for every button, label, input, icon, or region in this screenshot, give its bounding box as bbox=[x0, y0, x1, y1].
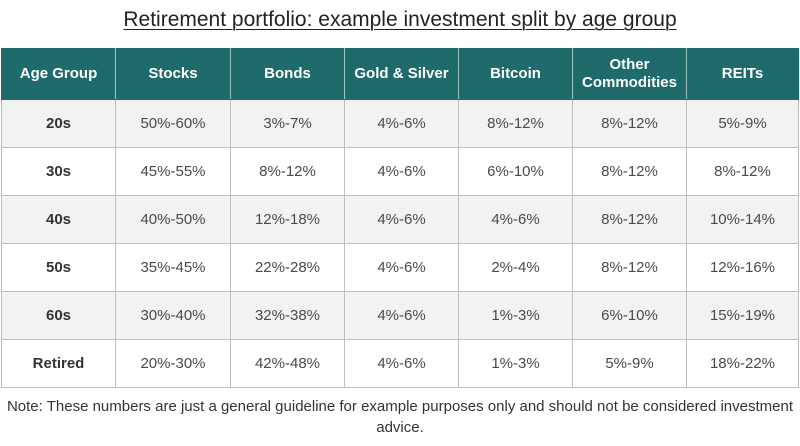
table-cell: 10%-14% bbox=[686, 195, 799, 244]
disclaimer-note: Note: These numbers are just a general g… bbox=[6, 398, 794, 436]
table-cell: 40%-50% bbox=[115, 195, 231, 244]
age-group-cell: 50s bbox=[1, 243, 116, 292]
table-row: 50s 35%-45% 22%-28% 4%-6% 2%-4% 8%-12% 1… bbox=[1, 243, 799, 292]
table-cell: 8%-12% bbox=[572, 195, 687, 244]
table-cell: 8%-12% bbox=[572, 147, 687, 196]
table-row: 40s 40%-50% 12%-18% 4%-6% 4%-6% 8%-12% 1… bbox=[1, 195, 799, 244]
column-header-other-commodities: Other Commodities bbox=[572, 48, 687, 100]
age-group-cell: 20s bbox=[1, 99, 116, 148]
table-cell: 35%-45% bbox=[115, 243, 231, 292]
table-cell: 4%-6% bbox=[344, 195, 459, 244]
column-header-bonds: Bonds bbox=[230, 48, 345, 100]
table-cell: 50%-60% bbox=[115, 99, 231, 148]
table-cell: 12%-18% bbox=[230, 195, 345, 244]
table-cell: 4%-6% bbox=[344, 291, 459, 340]
column-header-age-group: Age Group bbox=[1, 48, 116, 100]
table-cell: 4%-6% bbox=[344, 147, 459, 196]
column-header-bitcoin: Bitcoin bbox=[458, 48, 573, 100]
table-cell: 18%-22% bbox=[686, 339, 799, 388]
age-group-cell: 60s bbox=[1, 291, 116, 340]
table-cell: 8%-12% bbox=[686, 147, 799, 196]
table-cell: 42%-48% bbox=[230, 339, 345, 388]
age-group-cell: Retired bbox=[1, 339, 116, 388]
table-cell: 8%-12% bbox=[572, 99, 687, 148]
table-cell: 3%-7% bbox=[230, 99, 345, 148]
table-cell: 12%-16% bbox=[686, 243, 799, 292]
table-cell: 8%-12% bbox=[230, 147, 345, 196]
table-cell: 22%-28% bbox=[230, 243, 345, 292]
table-cell: 4%-6% bbox=[344, 99, 459, 148]
column-header-reits: REITs bbox=[686, 48, 799, 100]
table-cell: 20%-30% bbox=[115, 339, 231, 388]
age-group-cell: 40s bbox=[1, 195, 116, 244]
table-cell: 5%-9% bbox=[572, 339, 687, 388]
table-cell: 8%-12% bbox=[572, 243, 687, 292]
table-row: Retired 20%-30% 42%-48% 4%-6% 1%-3% 5%-9… bbox=[1, 339, 799, 388]
table-cell: 30%-40% bbox=[115, 291, 231, 340]
column-header-gold-silver: Gold & Silver bbox=[344, 48, 459, 100]
table-cell: 8%-12% bbox=[458, 99, 573, 148]
table-header-row: Age Group Stocks Bonds Gold & Silver Bit… bbox=[1, 48, 799, 100]
page-title: Retirement portfolio: example investment… bbox=[123, 8, 677, 31]
table-cell: 4%-6% bbox=[344, 339, 459, 388]
table-cell: 1%-3% bbox=[458, 291, 573, 340]
table-cell: 15%-19% bbox=[686, 291, 799, 340]
table-cell: 6%-10% bbox=[458, 147, 573, 196]
table-cell: 4%-6% bbox=[458, 195, 573, 244]
table-cell: 32%-38% bbox=[230, 291, 345, 340]
table-cell: 5%-9% bbox=[686, 99, 799, 148]
table-cell: 4%-6% bbox=[344, 243, 459, 292]
table-row: 60s 30%-40% 32%-38% 4%-6% 1%-3% 6%-10% 1… bbox=[1, 291, 799, 340]
age-group-cell: 30s bbox=[1, 147, 116, 196]
table-cell: 45%-55% bbox=[115, 147, 231, 196]
table-cell: 1%-3% bbox=[458, 339, 573, 388]
allocation-table: Age Group Stocks Bonds Gold & Silver Bit… bbox=[1, 48, 799, 388]
column-header-stocks: Stocks bbox=[115, 48, 231, 100]
table-row: 30s 45%-55% 8%-12% 4%-6% 6%-10% 8%-12% 8… bbox=[1, 147, 799, 196]
table-cell: 2%-4% bbox=[458, 243, 573, 292]
table-row: 20s 50%-60% 3%-7% 4%-6% 8%-12% 8%-12% 5%… bbox=[1, 99, 799, 148]
table-cell: 6%-10% bbox=[572, 291, 687, 340]
